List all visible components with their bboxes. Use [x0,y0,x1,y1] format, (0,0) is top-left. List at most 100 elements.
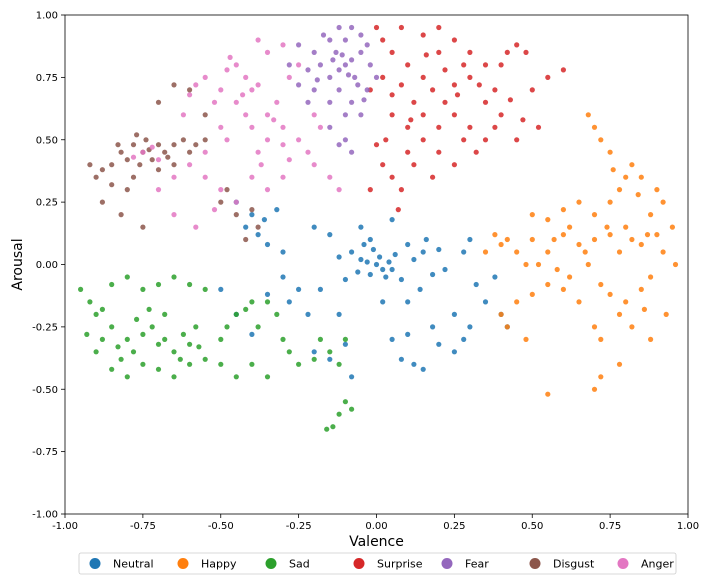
point-fear-39 [314,77,320,83]
point-neutral-26 [423,236,429,243]
point-happy-22 [567,274,573,280]
point-happy-36 [576,299,582,305]
point-happy-5 [576,241,582,248]
point-surprise-37 [451,162,457,168]
point-surprise-34 [405,149,411,155]
point-anger-43 [311,112,317,118]
point-surprise-0 [405,62,411,68]
point-sad-58 [162,311,168,317]
point-disgust-29 [202,112,208,118]
point-anger-51 [155,157,162,163]
point-sad-23 [202,356,208,362]
point-happy-58 [585,112,591,118]
point-happy-54 [529,212,535,218]
point-sad-40 [296,361,302,367]
point-neutral-0 [373,261,380,268]
point-sad-25 [224,324,230,330]
point-surprise-59 [408,117,414,123]
point-anger-0 [233,62,239,68]
legend-marker-neutral [89,558,101,569]
x-axis-label: Valence [349,534,404,550]
point-surprise-55 [442,67,448,73]
point-happy-39 [498,311,504,317]
point-fear-20 [364,87,370,93]
point-anger-39 [255,37,261,43]
point-anger-29 [202,174,208,180]
x-tick-label: -0.75 [130,521,156,532]
point-happy-26 [623,299,629,305]
point-happy-2 [560,232,567,238]
point-sad-42 [327,349,333,355]
point-sad-48 [342,399,348,405]
point-happy-43 [616,187,623,193]
point-surprise-23 [514,42,520,48]
point-neutral-12 [349,249,355,255]
point-neutral-10 [370,246,376,253]
point-disgust-19 [130,174,137,180]
point-fear-32 [364,42,370,48]
point-neutral-37 [405,331,411,337]
legend-label-anger: Anger [641,558,674,571]
point-disgust-1 [130,142,137,148]
point-neutral-7 [383,274,389,280]
x-tick-label: 0.00 [365,521,387,532]
point-neutral-53 [274,207,280,213]
point-sad-39 [286,349,292,355]
point-anger-11 [264,137,271,143]
point-fear-1 [336,67,342,73]
point-sad-36 [124,274,130,280]
point-neutral-36 [430,324,436,330]
point-sad-4 [130,349,137,355]
point-neutral-1 [380,266,386,273]
y-tick-label: 1.00 [36,11,58,22]
point-neutral-71 [367,236,373,243]
legend-marker-disgust [529,558,541,569]
point-sad-60 [134,316,140,322]
point-sad-38 [280,336,286,342]
point-neutral-45 [349,374,355,380]
point-neutral-62 [389,217,395,223]
point-sad-34 [155,281,162,288]
point-surprise-7 [467,74,473,80]
point-surprise-48 [482,62,489,68]
point-surprise-16 [436,124,442,130]
point-sad-7 [118,356,124,362]
point-surprise-35 [420,137,426,143]
point-happy-7 [607,232,613,238]
point-fear-21 [373,74,380,80]
point-happy-70 [604,224,610,230]
point-surprise-51 [389,92,395,98]
point-happy-34 [560,286,567,292]
point-neutral-57 [482,299,489,305]
legend-label-surprise: Surprise [377,558,423,571]
point-anger-27 [171,174,177,180]
point-disgust-20 [109,182,115,188]
point-happy-18 [523,261,529,268]
point-fear-5 [333,49,339,56]
legend-marker-sad [265,558,277,569]
point-anger-17 [218,87,224,93]
point-anger-30 [218,187,224,193]
point-disgust-24 [118,212,124,218]
point-neutral-21 [436,246,442,253]
point-anger-18 [211,99,218,105]
point-neutral-63 [218,286,224,292]
point-neutral-70 [380,299,386,305]
point-anger-42 [286,74,292,80]
point-neutral-22 [442,266,448,273]
point-happy-13 [654,232,660,238]
y-tick-label: -0.75 [32,447,58,458]
point-disgust-8 [109,162,115,168]
point-anger-48 [140,149,146,155]
point-anger-32 [249,174,255,180]
point-sad-55 [255,324,261,330]
point-surprise-13 [389,112,395,118]
point-surprise-53 [430,174,436,180]
y-tick-label: 0.50 [36,135,58,146]
point-disgust-33 [249,207,255,213]
point-disgust-15 [187,149,193,155]
x-tick-label: 0.75 [599,521,621,532]
point-fear-13 [305,67,311,73]
point-anger-21 [187,92,193,98]
axis-ticks: -1.00 -0.75 -0.50 -0.25 0.00 0.25 0.50 0.75 1.00… [32,11,699,533]
